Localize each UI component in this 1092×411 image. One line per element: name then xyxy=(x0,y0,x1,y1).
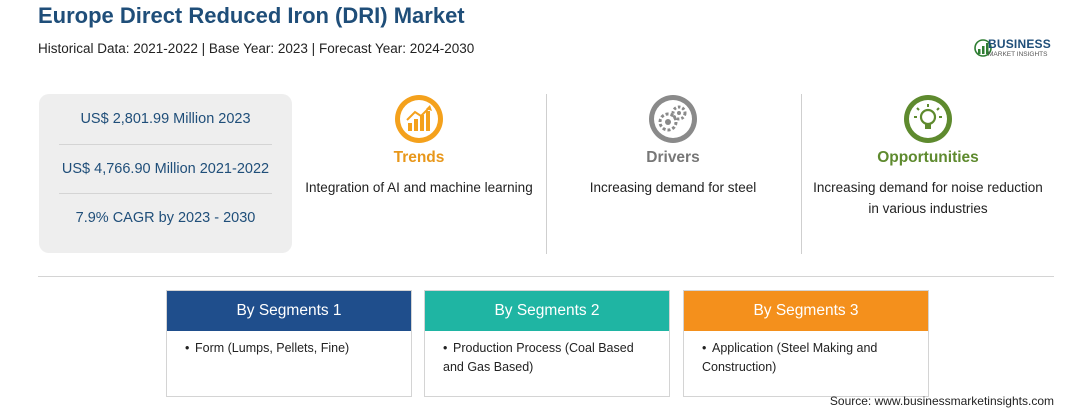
segment-2-item-text: Production Process (Coal Based and Gas B… xyxy=(443,341,634,374)
gears-icon xyxy=(649,95,697,143)
section-divider xyxy=(546,94,547,254)
divider xyxy=(59,144,272,145)
divider xyxy=(59,193,272,194)
segment-2-item: • Production Process (Coal Based and Gas … xyxy=(425,331,669,377)
bullet: • xyxy=(443,341,448,355)
segment-3-title: By Segments 3 xyxy=(684,291,928,331)
logo-name: BUSINESS xyxy=(988,37,1051,51)
market-cagr: 7.9% CAGR by 2023 - 2030 xyxy=(75,210,256,226)
segment-3-item-text: Application (Steel Making and Constructi… xyxy=(702,341,878,374)
segment-1-title: By Segments 1 xyxy=(167,291,411,331)
segment-2-title: By Segments 2 xyxy=(425,291,669,331)
drivers-heading: Drivers xyxy=(646,149,700,166)
logo-tagline: MARKET INSIGHTS xyxy=(988,51,1048,58)
page-subtitle: Historical Data: 2021-2022 | Base Year: … xyxy=(38,41,475,56)
drivers-description: Increasing demand for steel xyxy=(589,180,757,195)
horizontal-divider xyxy=(38,276,1054,277)
bullet: • xyxy=(702,341,707,355)
chart-growth-icon xyxy=(395,95,443,143)
segment-1-item: • Form (Lumps, Pellets, Fine) xyxy=(167,331,411,358)
segment-3-item: • Application (Steel Making and Construct… xyxy=(684,331,928,377)
page-title: Europe Direct Reduced Iron (DRI) Market xyxy=(38,3,465,28)
lightbulb-icon xyxy=(904,95,952,143)
source-link[interactable]: Source: www.businessmarketinsights.com xyxy=(829,394,1054,408)
trends-heading: Trends xyxy=(393,149,445,166)
segment-card-2: By Segments 2 • Production Process (Coal … xyxy=(424,290,670,397)
opportunities-description: Increasing demand for noise reduction in… xyxy=(813,180,1043,216)
logo-icon xyxy=(974,39,992,57)
business-market-insights-logo: BUSINESS MARKET INSIGHTS xyxy=(974,36,1064,62)
trends-description: Integration of AI and machine learning xyxy=(305,180,533,195)
bullet: • xyxy=(185,341,190,355)
market-stats-panel: US$ 2,801.99 Million 2023 US$ 4,766.90 M… xyxy=(39,94,292,253)
segment-card-1: By Segments 1 • Form (Lumps, Pellets, Fin… xyxy=(166,290,412,397)
segment-card-3: By Segments 3 • Application (Steel Making… xyxy=(683,290,929,397)
market-value-2023: US$ 2,801.99 Million 2023 xyxy=(80,111,251,127)
opportunities-heading: Opportunities xyxy=(877,149,979,166)
market-value-historical: US$ 4,766.90 Million 2021-2022 xyxy=(61,161,270,177)
section-divider xyxy=(801,94,802,254)
segment-1-item-text: Form (Lumps, Pellets, Fine) xyxy=(195,341,350,355)
